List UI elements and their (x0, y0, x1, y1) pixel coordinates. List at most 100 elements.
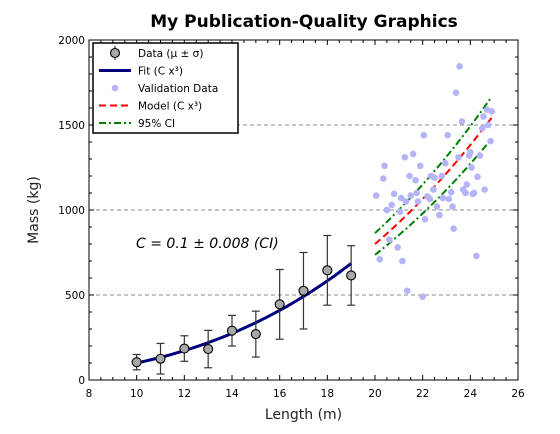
data-point (322, 265, 333, 276)
validation-point (376, 255, 384, 263)
y-tick-label: 0 (78, 375, 85, 387)
legend-label: Data (μ ± σ) (138, 48, 203, 60)
y-tick-label: 1000 (58, 205, 85, 217)
x-tick-label: 12 (178, 388, 191, 400)
validation-point (467, 148, 474, 156)
x-tick-label: 14 (225, 388, 239, 400)
validation-point (396, 208, 404, 215)
validation-point (381, 162, 388, 170)
ci-lower-line (374, 137, 493, 256)
validation-point (403, 287, 411, 295)
legend-label: 95% CI (138, 118, 175, 130)
legend-item: 95% CI (99, 118, 175, 130)
validation-point (488, 108, 496, 115)
validation-point (380, 175, 387, 182)
validation-point (458, 118, 466, 125)
data-point (131, 357, 142, 368)
data-point (203, 344, 214, 355)
validation-point (468, 164, 475, 171)
validation-point (412, 176, 419, 184)
x-axis: 8 10 12 14 16 18 20 22 24 26 (86, 40, 525, 400)
validation-point (480, 113, 487, 120)
x-tick-label: 22 (416, 388, 429, 400)
chart-title: My Publication-Quality Graphics (150, 12, 458, 32)
validation-points (372, 63, 496, 301)
validation-point (472, 252, 480, 260)
data-point (155, 353, 166, 364)
ci-layer (374, 95, 493, 256)
validation-point (447, 188, 455, 196)
data-points (131, 234, 357, 375)
validation-point (463, 181, 471, 188)
validation-point (421, 216, 429, 223)
validation-point (442, 159, 449, 167)
validation-point (407, 192, 415, 199)
data-point (250, 329, 261, 340)
x-tick-label: 24 (464, 388, 478, 400)
validation-point (402, 198, 410, 205)
y-tick-label: 500 (65, 290, 85, 302)
validation-point (484, 121, 492, 129)
y-tick-label: 2000 (58, 35, 85, 47)
validation-point (438, 172, 446, 180)
validation-point (397, 194, 405, 202)
fit-line (136, 262, 353, 365)
x-tick-label: 16 (273, 388, 287, 400)
validation-point (478, 125, 486, 132)
legend-label: Fit (C x³) (138, 66, 183, 78)
validation-point (372, 192, 380, 199)
validation-point (487, 137, 494, 145)
validation-point (462, 189, 469, 197)
y-tick-label: 1500 (58, 120, 85, 132)
validation-point (436, 211, 443, 219)
validation-point (470, 189, 478, 197)
validation-point (426, 195, 434, 203)
y-axis-label: Mass (kg) (26, 176, 42, 244)
validation-point (386, 236, 393, 244)
data-point (346, 270, 357, 281)
validation-point (449, 203, 456, 210)
legend-item: Fit (C x³) (99, 66, 183, 78)
validation-point (430, 186, 437, 193)
data-point (179, 343, 190, 354)
validation-point (476, 152, 484, 159)
validation-point (406, 172, 413, 180)
legend-point (111, 84, 119, 92)
validation-point (431, 174, 438, 181)
validation-point (394, 244, 401, 251)
validation-point (399, 257, 406, 265)
validation-point (416, 162, 424, 170)
validation-point (450, 225, 457, 232)
x-tick-label: 20 (368, 388, 381, 400)
validation-point (433, 203, 441, 210)
validation-point (439, 194, 447, 202)
legend-item: Data (μ ± σ) (109, 46, 203, 60)
legend: Data (μ ± σ) Fit (C x³) Validation Data Mod… (92, 42, 239, 134)
legend-marker (109, 47, 121, 59)
validation-point (414, 198, 422, 205)
data-point (226, 325, 238, 336)
validation-point (455, 154, 462, 161)
validation-point (388, 201, 395, 209)
validation-point (481, 186, 488, 193)
validation-point (445, 195, 453, 203)
fit-layer (136, 262, 353, 365)
validation-point (390, 190, 398, 198)
validation-point (413, 189, 421, 197)
x-axis-label: Length (m) (265, 407, 342, 423)
validation-point (401, 154, 409, 161)
fit-annotation: C = 0.1 ± 0.008 (CI) (136, 236, 279, 252)
legend-label: Model (C x³) (138, 101, 202, 113)
validation-point (444, 131, 451, 139)
validation-point (409, 150, 417, 158)
data-point (274, 299, 285, 310)
validation-point (452, 89, 460, 96)
legend-label: Validation Data (138, 83, 218, 95)
validation-point (456, 63, 463, 70)
legend-item: Model (C x³) (99, 101, 202, 113)
x-tick-label: 26 (511, 388, 525, 400)
ci-upper-line (374, 95, 493, 234)
y-axis: 0 500 1000 1500 2000 (58, 35, 518, 387)
x-tick-label: 18 (321, 388, 334, 400)
x-tick-label: 10 (130, 388, 143, 400)
